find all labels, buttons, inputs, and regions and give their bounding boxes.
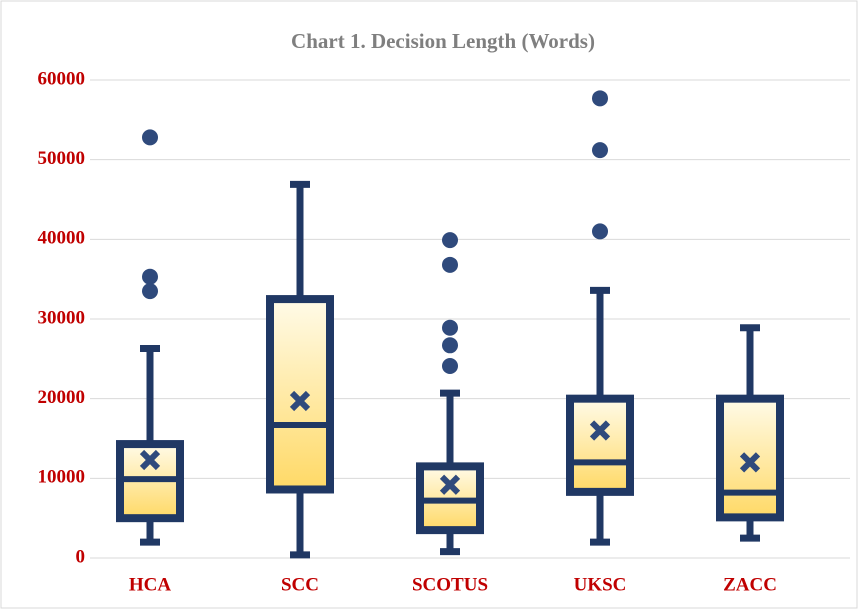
y-tick-label: 20000: [38, 387, 86, 408]
chart-title: Chart 1. Decision Length (Words): [291, 29, 595, 53]
x-tick-label: SCC: [281, 574, 319, 595]
outlier: [592, 90, 608, 107]
y-tick-label: 60000: [38, 68, 86, 89]
mean-marker: [289, 390, 311, 412]
y-tick-label: 10000: [38, 467, 86, 488]
outlier: [142, 268, 158, 285]
outlier: [442, 256, 458, 273]
y-tick-label: 50000: [38, 148, 86, 169]
outlier: [142, 129, 158, 146]
outlier: [592, 223, 608, 240]
mean-marker: [589, 420, 611, 441]
mean-marker: [439, 474, 461, 495]
outlier: [442, 337, 458, 354]
y-tick-label: 0: [76, 546, 86, 567]
y-tick-label: 30000: [38, 307, 86, 328]
outlier: [142, 283, 158, 300]
box: [566, 394, 634, 496]
y-tick-label: 40000: [38, 228, 86, 249]
mean-marker: [739, 452, 761, 473]
mean-marker: [139, 449, 161, 471]
outlier: [442, 232, 458, 249]
x-tick-label: SCOTUS: [412, 574, 488, 595]
outlier: [442, 319, 458, 336]
x-tick-label: HCA: [129, 574, 172, 595]
x-tick-label: UKSC: [574, 574, 627, 595]
outlier: [442, 358, 458, 375]
outlier: [592, 142, 608, 159]
box: [716, 394, 784, 522]
box: [266, 295, 334, 494]
x-tick-label: ZACC: [723, 574, 777, 595]
